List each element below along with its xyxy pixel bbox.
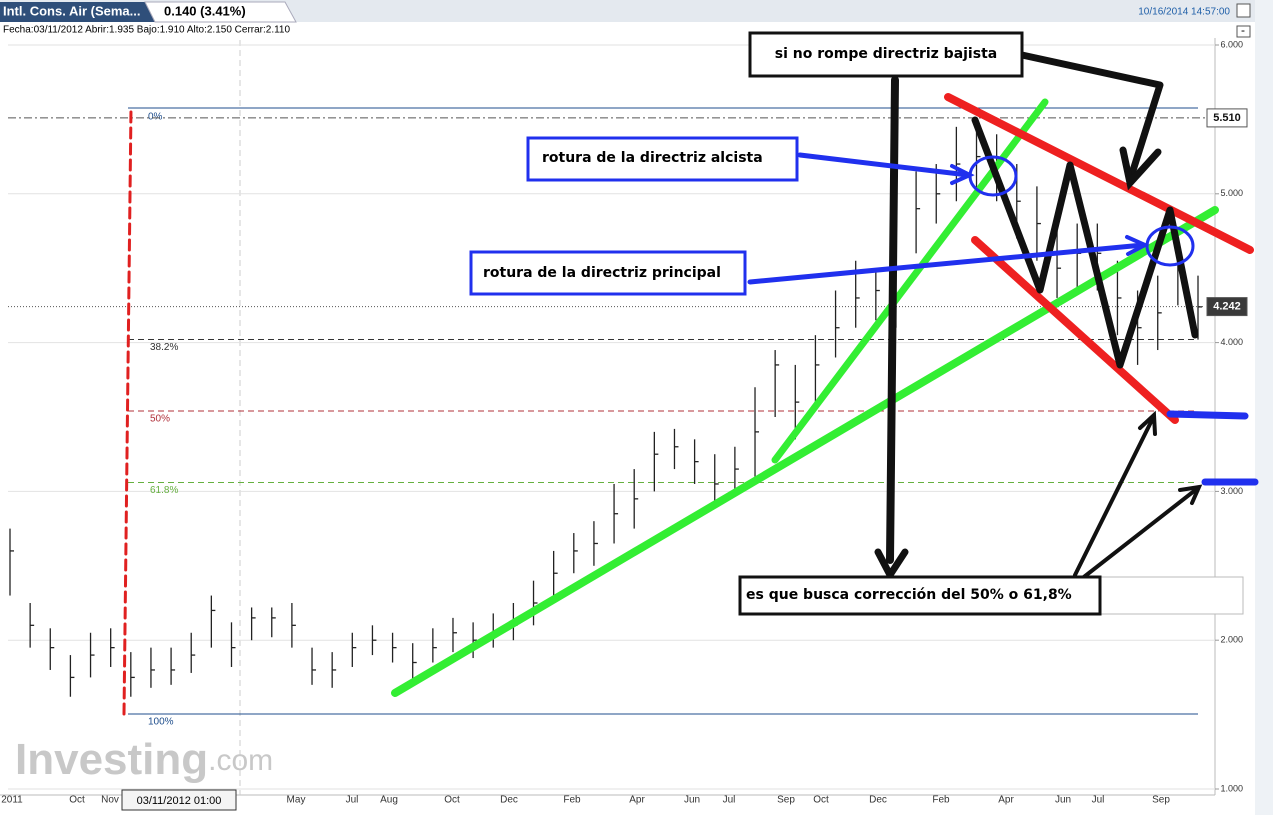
y-tick-label: 4.000	[1220, 337, 1243, 347]
annotation-box	[469, 250, 747, 296]
x-tick-label: Jun	[1055, 795, 1071, 806]
tab2	[144, 1, 297, 23]
fib-label: 61.8%	[150, 485, 178, 496]
watermark-suffix: .com	[208, 744, 273, 777]
x-tick-label: Jul	[1092, 795, 1105, 806]
x-tick-label: Jun	[684, 795, 700, 806]
x-tick-label: Oct	[813, 795, 829, 806]
x-tick-label: Dec	[500, 795, 518, 806]
last_price-badge	[1206, 297, 1248, 317]
trend-line-main	[391, 206, 1219, 697]
minimize-label[interactable]: -	[1241, 23, 1245, 37]
annotation-box	[748, 31, 1024, 78]
x-tick-label: Feb	[932, 795, 950, 806]
last_price-label: 4.242	[1213, 300, 1241, 312]
fib-label: 0%	[148, 112, 163, 123]
scrollbar	[1255, 0, 1273, 815]
y-tick-label: 2.000	[1220, 635, 1243, 645]
x-tick-label: Nov	[101, 795, 119, 806]
ref_price-badge	[1206, 108, 1248, 128]
header-bar	[0, 0, 1273, 22]
crosshair-label: 03/11/2012 01:00	[137, 795, 222, 807]
arrow-alcista	[797, 152, 971, 178]
timestamp: 10/16/2014 14:57:00	[1138, 7, 1230, 18]
x-tick-label: Jul	[723, 795, 736, 806]
x-tick-label: Feb	[563, 795, 581, 806]
x-tick-label: Sep	[777, 795, 795, 806]
arrow-target	[1073, 416, 1155, 577]
arrow-head	[874, 548, 909, 582]
fib-label: 100%	[148, 717, 174, 728]
fib-label: 38.2%	[150, 342, 178, 353]
arrow-head	[1125, 235, 1150, 256]
x-tick-label: Jul	[346, 795, 359, 806]
x-tick-label: Sep	[1152, 795, 1170, 806]
target-50	[1166, 410, 1249, 420]
ref_price-label: 5.510	[1213, 112, 1241, 124]
plot: 1.000 2.000 3.000 4.000 5.000 6.000 0% 38.2% 50%…	[1, 39, 1248, 806]
close-button[interactable]	[1236, 3, 1251, 18]
annotation-box	[526, 136, 799, 182]
arrow-head	[1119, 146, 1162, 191]
annotation: rotura de la directriz alcista	[542, 150, 763, 166]
arrow-head	[1178, 484, 1203, 505]
instrument: Intl. Cons. Air (Sema...	[3, 3, 140, 18]
watermark: Investing.com	[15, 735, 273, 784]
arrow-head	[1138, 410, 1157, 436]
channel-top	[944, 93, 1254, 254]
annotation: si no rompe directriz bajista	[775, 46, 997, 62]
arrow-bajista	[1018, 51, 1164, 184]
tab	[0, 2, 155, 22]
arrow-target	[1078, 486, 1200, 582]
watermark-brand: Investing	[15, 735, 208, 784]
fib-label: 50%	[150, 414, 170, 425]
x-tick-label: Dec	[869, 795, 887, 806]
red-dashed-marker	[122, 106, 133, 716]
annotation: es que busca corrección del 50% o 61,8%	[746, 587, 1072, 603]
y-tick-label: 5.000	[1220, 188, 1243, 198]
info-line: Fecha:03/11/2012 Abrir:1.935 Bajo:1.910 …	[3, 25, 290, 36]
y-tick-label: 3.000	[1220, 486, 1243, 496]
x-tick-label: 2011	[1, 795, 23, 806]
y-tick-label: 1.000	[1220, 783, 1243, 793]
annotation-box	[738, 575, 1102, 616]
crosshair-box	[121, 789, 237, 811]
trend-line-up	[771, 98, 1049, 464]
channel-bottom	[971, 236, 1179, 424]
x-tick-label: Apr	[998, 795, 1014, 806]
x-tick-label: Oct	[69, 795, 85, 806]
minimize-button[interactable]	[1236, 25, 1251, 38]
break-circle	[1145, 225, 1195, 267]
arrow-principal	[747, 242, 1146, 285]
y-tick-label: 6.000	[1220, 39, 1243, 49]
x-tick-label: Apr	[629, 795, 645, 806]
break-circle	[968, 155, 1018, 197]
change: 0.140 (3.41%)	[164, 3, 246, 18]
x-tick-label: May	[287, 795, 306, 806]
drawings	[122, 51, 1259, 716]
x-tick-label: Oct	[444, 795, 460, 806]
zigzag	[971, 116, 1199, 369]
x-tick-label: Aug	[380, 795, 398, 806]
arrow-down	[886, 76, 899, 564]
annotation: rotura de la directriz principal	[483, 265, 721, 281]
